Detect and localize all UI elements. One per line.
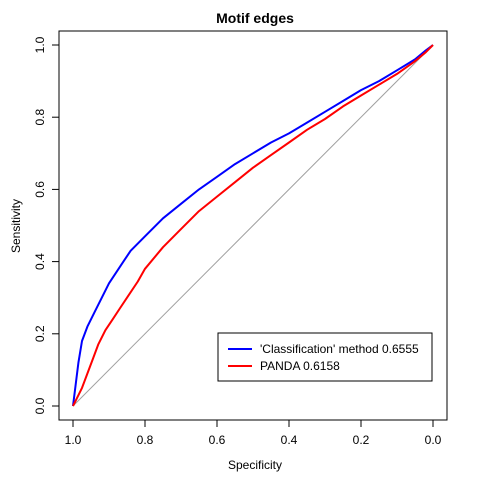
y-tick-label: 0.2 <box>33 325 47 342</box>
x-tick-label: 0.6 <box>209 433 226 447</box>
y-tick-label: 0.8 <box>33 109 47 126</box>
plot-area: 1.0 0.8 0.6 0.4 0.2 0.0 0.0 0.2 0.4 0.6 0.8 1.0 'Cla… <box>33 30 448 447</box>
chart-title: Motif edges <box>216 10 294 26</box>
x-axis-label: Specificity <box>228 458 282 472</box>
series-line-1 <box>72 44 434 407</box>
y-tick-label: 0.6 <box>33 181 47 198</box>
x-tick-label: 0.0 <box>425 433 442 447</box>
x-tick-label: 0.8 <box>137 433 154 447</box>
y-axis-label: Sensitivity <box>9 199 23 253</box>
x-tick-label: 1.0 <box>65 433 82 447</box>
x-tick-label: 0.4 <box>281 433 298 447</box>
reference-diagonal-line <box>72 44 434 407</box>
legend-label-1: 'Classification' method 0.6555 <box>260 342 419 356</box>
y-tick-label: 0.0 <box>33 397 47 414</box>
series-line-2 <box>72 44 434 407</box>
y-tick-label: 1.0 <box>33 36 47 53</box>
legend-label-2: PANDA 0.6158 <box>260 359 340 373</box>
y-tick-label: 0.4 <box>33 253 47 270</box>
legend-box <box>217 332 433 382</box>
x-tick-label: 0.2 <box>353 433 370 447</box>
